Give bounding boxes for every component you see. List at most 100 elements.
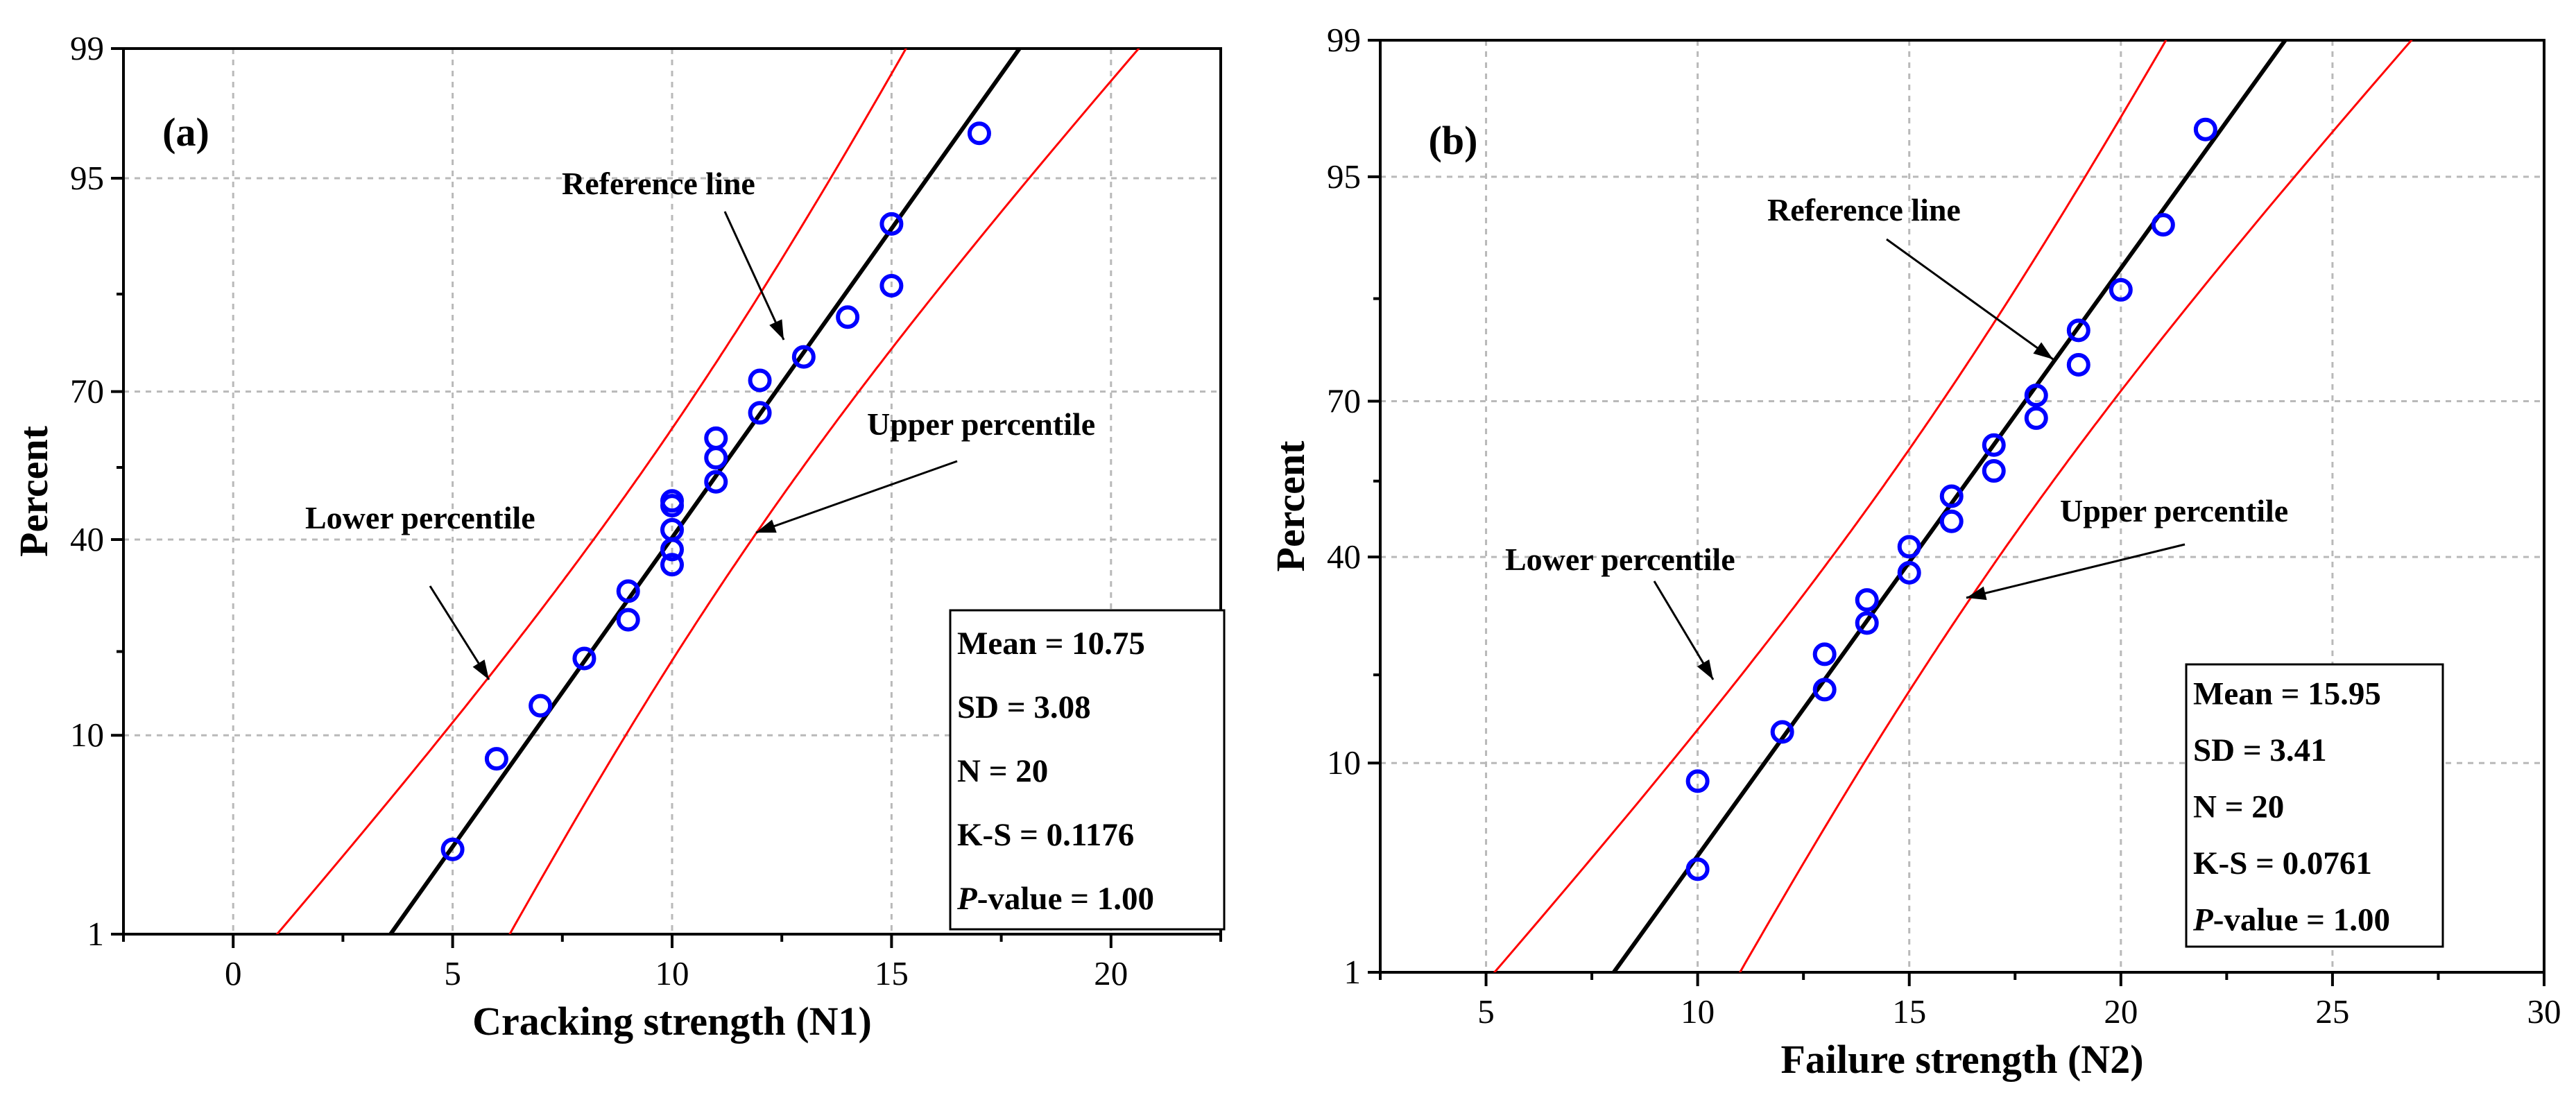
stats-sd: SD = 3.08: [957, 689, 1091, 725]
y-tick-label: 10: [1327, 743, 1361, 782]
upper-percentile-curve: [508, 49, 1140, 934]
data-point: [704, 446, 728, 470]
data-point: [836, 305, 860, 329]
lower-percentile-annotation-label: Lower percentile: [1505, 542, 1735, 577]
stats-ks: K-S = 0.0761: [2193, 845, 2372, 881]
stats-p-letter: P: [956, 881, 978, 917]
data-point: [660, 517, 684, 542]
stats-p-value: P-value = 1.00: [2192, 902, 2390, 938]
data-point: [1855, 611, 1879, 635]
data-point: [660, 553, 684, 577]
reference-line: [388, 49, 1022, 934]
x-axis-label: Cracking strength (N1): [472, 999, 872, 1044]
stats-p-letter: P: [2192, 902, 2214, 938]
x-axis-label: Failure strength (N2): [1780, 1037, 2143, 1082]
upper-percentile-annotation-arrowhead: [756, 519, 777, 533]
x-tick-label: 15: [1892, 992, 1926, 1031]
data-point: [616, 608, 640, 632]
x-tick-label: 20: [1094, 954, 1128, 992]
x-tick-label: 30: [2527, 992, 2561, 1031]
x-tick-label: 5: [444, 954, 461, 992]
data-point: [748, 368, 772, 393]
stats-box: [2185, 663, 2444, 948]
plot-frame: [1379, 39, 2545, 974]
data-point: [1939, 484, 1964, 508]
data-point: [879, 273, 904, 298]
data-point: [1812, 678, 1837, 702]
chart-panel-a: 0 5 10 15 20 1 10 40 70 95 99 Cracking strength (N1…: [11, 29, 1226, 1044]
lower-percentile-annotation-arrowhead: [472, 659, 489, 680]
data-point: [2193, 117, 2217, 141]
data-point: [879, 212, 904, 236]
stats-sd: SD = 3.41: [2193, 732, 2327, 768]
data-point: [440, 837, 465, 861]
data-point: [1685, 857, 1710, 881]
y-axis-label: Percent: [11, 425, 56, 557]
plot-area: [275, 49, 1140, 934]
stats-p-rest: -value = 1.00: [2213, 902, 2390, 938]
data-point: [2151, 213, 2175, 237]
y-axis-label: Percent: [1268, 440, 1313, 572]
data-point: [616, 579, 640, 603]
stats-p-value: P-value = 1.00: [956, 881, 1154, 917]
data-point: [484, 747, 508, 771]
stats-ks: K-S = 0.1176: [957, 817, 1134, 853]
reference-line-annotation-arrow: [723, 211, 785, 341]
data-point: [704, 426, 728, 450]
data-point: [748, 401, 772, 425]
x-tick-label: 10: [655, 954, 689, 992]
stats-p-rest: -value = 1.00: [977, 881, 1154, 917]
data-point: [529, 694, 553, 718]
x-tick-label: 10: [1681, 992, 1715, 1031]
lower-percentile-annotation-arrowhead: [1697, 659, 1713, 680]
data-point: [1685, 769, 1710, 793]
data-point: [1982, 433, 2006, 457]
data-point: [1897, 535, 1921, 559]
plot-area: [1493, 40, 2413, 972]
data-point: [2024, 406, 2048, 430]
upper-percentile-annotation-arrow: [755, 460, 958, 534]
data-point: [2024, 384, 2048, 408]
y-tick-label: 40: [1327, 537, 1361, 576]
data-point: [967, 121, 991, 146]
upper-percentile-annotation-arrow: [1966, 543, 2186, 599]
stats-n: N = 20: [957, 753, 1048, 789]
stats-mean: Mean = 15.95: [2193, 676, 2381, 712]
panel-label: (b): [1429, 118, 1478, 163]
stats-mean: Mean = 10.75: [957, 626, 1145, 662]
data-point: [1982, 459, 2006, 483]
x-tick-label: 20: [2104, 992, 2138, 1031]
data-point: [2066, 318, 2090, 343]
x-tick-label: 25: [2315, 992, 2349, 1031]
data-point: [2109, 277, 2133, 302]
data-point: [1939, 509, 1964, 533]
lower-percentile-curve: [275, 49, 907, 934]
stats-box: [949, 609, 1226, 931]
lower-percentile-curve: [1493, 40, 2167, 972]
data-point: [791, 345, 816, 369]
y-tick-label: 70: [70, 372, 104, 411]
reference-line-annotation-label: Reference line: [562, 166, 755, 201]
reference-line-annotation-arrowhead: [769, 319, 784, 340]
y-tick-label: 1: [1344, 953, 1362, 991]
x-tick-label: 0: [225, 954, 242, 992]
data-point: [1770, 720, 1794, 744]
y-tick-label: 40: [70, 520, 104, 558]
chart-panel-b: 5 10 15 20 25 30 1 10 40 70 95 99 Failure strength (…: [1268, 21, 2561, 1082]
upper-percentile-annotation-arrowhead: [1966, 586, 1987, 601]
y-tick-label: 95: [1327, 157, 1361, 196]
data-point: [1855, 588, 1879, 612]
data-point: [660, 489, 684, 513]
reference-line-annotation-label: Reference line: [1767, 192, 1961, 227]
reference-line-annotation-arrowhead: [2033, 342, 2053, 359]
y-tick-label: 95: [70, 159, 104, 197]
stats-n: N = 20: [2193, 789, 2284, 825]
data-point: [1897, 560, 1921, 585]
y-tick-label: 70: [1327, 382, 1361, 420]
panel-label: (a): [162, 110, 209, 155]
upper-percentile-annotation-label: Upper percentile: [2060, 493, 2288, 528]
data-point: [572, 646, 596, 671]
data-point: [704, 470, 728, 494]
lower-percentile-annotation-label: Lower percentile: [305, 500, 535, 535]
